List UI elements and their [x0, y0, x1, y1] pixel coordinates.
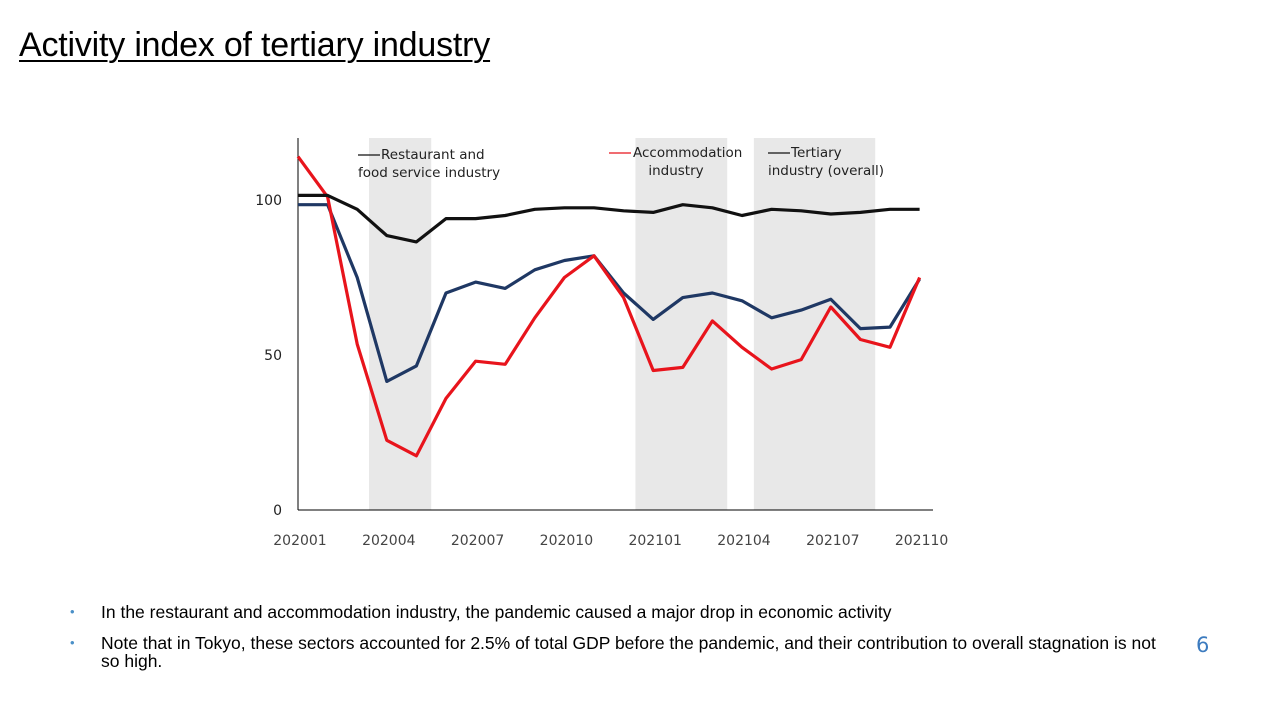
x-tick-label: 202101	[628, 533, 681, 549]
slide-title: Activity index of tertiary industry	[19, 26, 491, 64]
shaded-period	[369, 138, 432, 510]
bullet-item: • In the restaurant and accommodation ind…	[70, 603, 1170, 621]
x-tick-label: 202107	[806, 533, 859, 549]
shaded-period	[635, 138, 728, 510]
x-tick-label: 202104	[717, 533, 771, 549]
legend-label: Restaurant and	[381, 147, 485, 163]
x-tick-label: 202110	[895, 533, 948, 549]
shaded-periods	[369, 138, 876, 510]
chart-series	[296, 155, 922, 458]
page-number: 6	[1196, 633, 1210, 657]
x-tick-label: 202001	[273, 533, 326, 549]
series-line	[298, 193, 920, 244]
bullet-text: Note that in Tokyo, these sectors accoun…	[101, 633, 1156, 671]
legend-label: industry	[648, 163, 703, 179]
x-tick-label: 202010	[540, 533, 593, 549]
y-tick-label: 50	[264, 348, 282, 364]
bullet-list: • In the restaurant and accommodation ind…	[70, 603, 1170, 683]
legend-label: Tertiary	[790, 145, 842, 161]
legend-label: food service industry	[358, 165, 500, 181]
chart-legend: Restaurant and food service industry Accom…	[358, 145, 884, 181]
x-tick-label: 202007	[451, 533, 504, 549]
y-tick-label: 100	[255, 193, 282, 209]
legend-label: Accommodation	[633, 145, 742, 161]
bullet-dot-icon: •	[70, 635, 75, 650]
legend-label: industry (overall)	[768, 163, 884, 179]
x-tick-label: 202004	[362, 533, 416, 549]
bullet-item: • Note that in Tokyo, these sectors accou…	[70, 634, 1170, 670]
series-line	[296, 155, 922, 458]
bullet-text: In the restaurant and accommodation indu…	[101, 602, 892, 622]
y-tick-label: 0	[273, 503, 282, 519]
bullet-dot-icon: •	[70, 604, 75, 619]
chart-labels: 0 50 100 202001 202004 202007 202010 202101 2021…	[255, 193, 948, 549]
chart-axes	[297, 138, 933, 511]
